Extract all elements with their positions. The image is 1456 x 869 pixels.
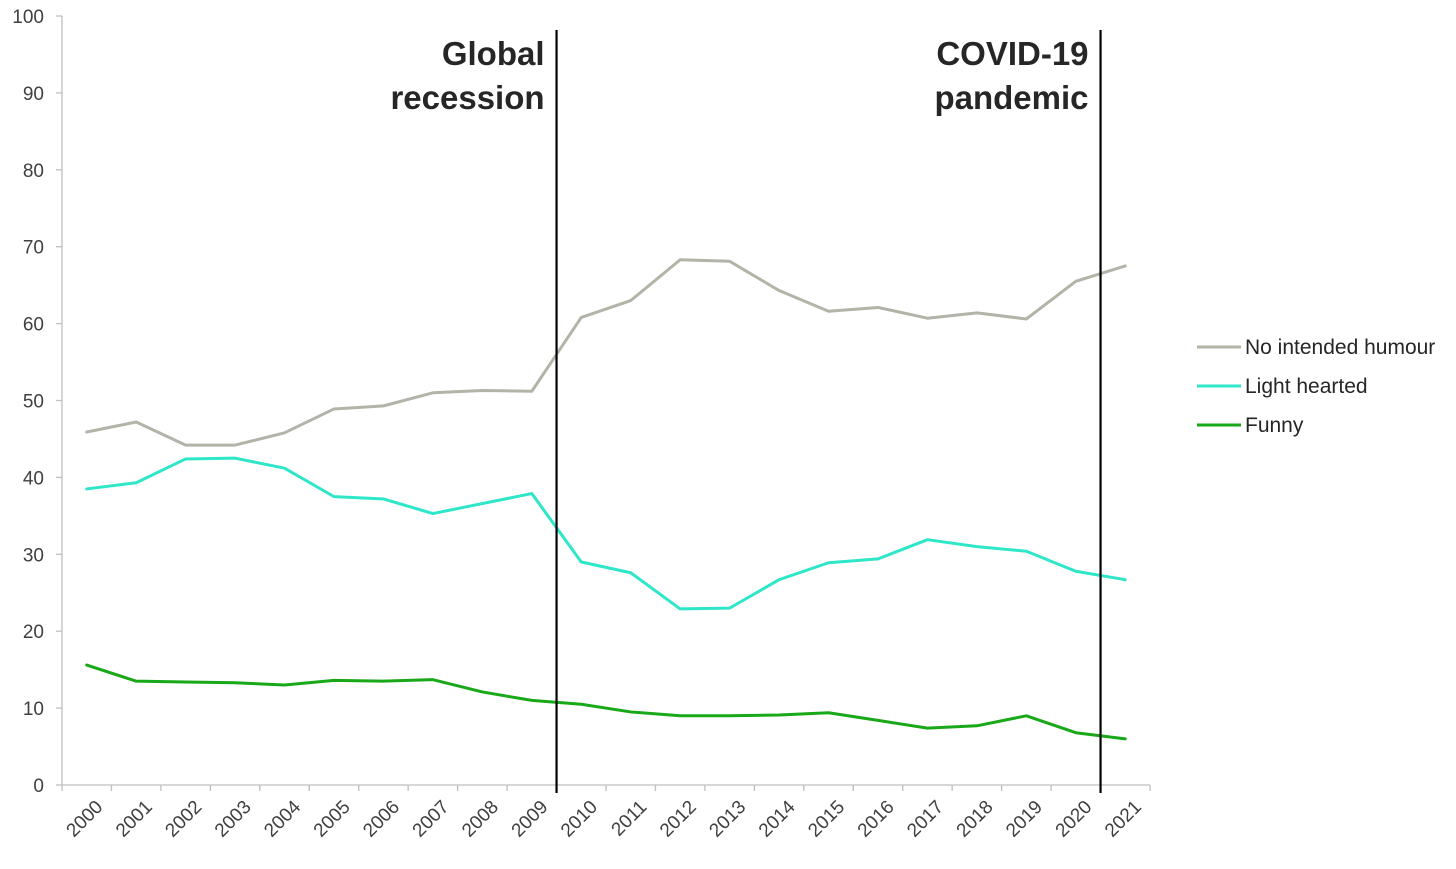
y-tick-label: 90 bbox=[23, 84, 44, 105]
legend-label: Light hearted bbox=[1245, 375, 1368, 398]
event-annotation-label: recession bbox=[390, 79, 544, 116]
x-tick-label: 2019 bbox=[1002, 797, 1047, 842]
x-tick-label: 2012 bbox=[656, 797, 701, 842]
x-tick-label: 2017 bbox=[903, 797, 948, 842]
y-tick-label: 30 bbox=[23, 545, 44, 566]
x-tick-label: 2014 bbox=[755, 796, 800, 841]
legend-label: No intended humour bbox=[1245, 336, 1435, 359]
x-axis-ticks: 2000 2001 2002 2003 2004 2005 2006 2007 2008 2009… bbox=[61, 785, 1151, 842]
y-tick-label: 80 bbox=[23, 161, 44, 182]
axes bbox=[61, 16, 1150, 786]
x-tick-label: 2018 bbox=[953, 797, 998, 842]
event-annotation-label: Global bbox=[442, 35, 545, 72]
x-tick-label: 2000 bbox=[63, 797, 108, 842]
y-tick-label: 10 bbox=[23, 699, 44, 720]
y-tick-label: 20 bbox=[23, 622, 44, 643]
x-tick-label: 2011 bbox=[608, 797, 652, 841]
x-tick-label: 2006 bbox=[359, 797, 404, 842]
x-tick-label: 2015 bbox=[804, 797, 849, 842]
legend-label: Funny bbox=[1245, 414, 1304, 437]
x-tick-label: 2004 bbox=[260, 796, 305, 841]
x-tick-label: 2021 bbox=[1101, 797, 1146, 842]
series-line-no-intended-humour bbox=[85, 258, 1127, 447]
x-tick-label: 2020 bbox=[1052, 797, 1097, 842]
x-tick-label: 2005 bbox=[310, 797, 355, 842]
x-tick-label: 2016 bbox=[854, 797, 899, 842]
x-tick-label: 2002 bbox=[161, 797, 206, 842]
y-axis-ticks: 0 10 20 30 40 50 60 70 80 90 100 bbox=[12, 7, 62, 797]
series-line-light-hearted bbox=[85, 456, 1127, 611]
series-lines bbox=[85, 258, 1127, 741]
event-annotation-label: COVID-19 bbox=[936, 35, 1088, 72]
x-tick-label: 2013 bbox=[705, 797, 750, 842]
y-tick-label: 60 bbox=[23, 315, 44, 336]
x-tick-label: 2010 bbox=[557, 797, 602, 842]
event-annotation-label: pandemic bbox=[934, 79, 1088, 116]
x-tick-label: 2001 bbox=[112, 797, 157, 842]
x-tick-label: 2003 bbox=[211, 797, 256, 842]
y-tick-label: 50 bbox=[23, 392, 44, 413]
event-annotations: Global recession COVID-19 pandemic bbox=[390, 30, 1102, 793]
legend: No intended humour Light hearted Funny bbox=[1197, 336, 1435, 437]
y-tick-label: 100 bbox=[12, 7, 44, 28]
y-tick-label: 40 bbox=[23, 468, 44, 489]
y-tick-label: 0 bbox=[33, 776, 44, 797]
y-tick-label: 70 bbox=[23, 238, 44, 259]
x-tick-label: 2008 bbox=[458, 797, 503, 842]
x-tick-label: 2007 bbox=[409, 797, 454, 842]
series-line-funny bbox=[85, 663, 1127, 741]
x-tick-label: 2009 bbox=[508, 797, 553, 842]
